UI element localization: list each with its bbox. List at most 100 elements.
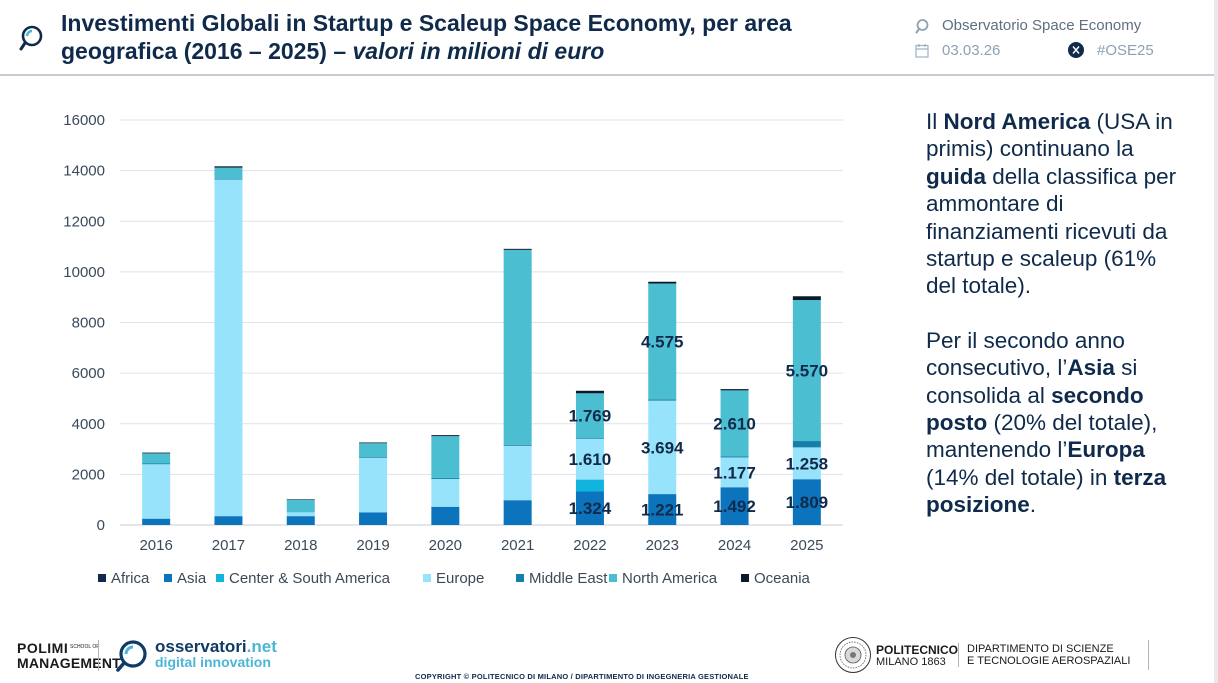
legend-label: Middle East: [529, 570, 608, 587]
legend-swatch: [98, 574, 106, 582]
title-italic: valori in milioni di euro: [352, 38, 605, 64]
commentary-paragraph-2: Per il secondo anno consecutivo, l’Asia …: [926, 327, 1181, 519]
commentary-p2-segment-2: si consolida al: [926, 355, 1138, 408]
bar-segment: [575, 438, 604, 480]
polimi-school-label: SCHOOL OF: [70, 644, 100, 650]
y-tick-label: 2000: [72, 466, 105, 483]
bar-segment: [214, 167, 243, 179]
footer-divider-3: [1148, 640, 1149, 670]
y-tick-label: 8000: [72, 315, 105, 332]
bar-segment: [431, 478, 460, 507]
data-label: 1.809: [786, 493, 829, 512]
legend-item: Middle East: [516, 570, 607, 587]
y-tick-label: 14000: [63, 163, 105, 180]
commentary-panel: Il Nord America (USA in primis) continua…: [926, 108, 1181, 519]
legend-item: Asia: [164, 570, 206, 587]
organization-name: Observatorio Space Economy: [942, 17, 1142, 34]
legend-label: Center & South America: [229, 570, 390, 587]
osservatori-logo-line1: osservatori.net: [155, 637, 277, 657]
bar-segment: [720, 487, 749, 525]
data-label: 3.694: [641, 438, 684, 457]
legend-item: Africa: [98, 570, 149, 587]
legend-item: Oceania: [741, 570, 810, 587]
x-tick-label: 2021: [501, 537, 534, 554]
bar-segment: [720, 390, 749, 457]
bar-segment: [214, 179, 243, 517]
y-tick-label: 12000: [63, 213, 105, 230]
bar-segment: [431, 477, 460, 479]
copyright-text: COPYRIGHT © POLITECNICO DI MILANO / DIPA…: [415, 672, 749, 681]
bar-segment: [648, 494, 677, 525]
x-tick-label: 2023: [646, 537, 679, 554]
x-tick-label: 2022: [573, 537, 606, 554]
footer-divider-2: [958, 643, 959, 667]
bar-segment: [503, 444, 532, 446]
date-text: 03.03.26: [942, 42, 1001, 59]
data-label: 1.221: [641, 501, 684, 520]
data-label: 2.610: [713, 414, 756, 433]
commentary-p1-segment-3: guida: [926, 163, 986, 189]
bar-segment: [142, 453, 171, 464]
bar-segment: [648, 400, 677, 495]
y-tick-label: 6000: [72, 365, 105, 382]
commentary-p1-segment-2: (USA in primis) continuano la: [926, 109, 1173, 162]
magnifier-logo-icon: [19, 25, 43, 51]
legend-item: Center & South America: [216, 570, 390, 587]
bar-segment: [214, 166, 243, 168]
bar-segment: [142, 463, 171, 465]
legend-swatch: [516, 574, 524, 582]
bar-segment: [286, 516, 315, 525]
data-label: 1.258: [786, 454, 829, 473]
politecnico-line2: MILANO 1863: [876, 656, 946, 668]
bar-segment: [503, 249, 532, 445]
page-title: Investimenti Globali in Startup e Scaleu…: [61, 9, 861, 65]
data-label: 1.769: [569, 407, 612, 426]
legend-label: Asia: [177, 570, 207, 587]
legend-item: Europe: [423, 570, 484, 587]
bar-segment: [575, 390, 604, 394]
legend-swatch: [609, 574, 617, 582]
legend-label: Africa: [111, 570, 150, 587]
commentary-p2-segment-1: Asia: [1067, 355, 1115, 381]
bar-segment: [792, 441, 821, 448]
osservatori-word: osservatori: [155, 637, 247, 656]
legend-swatch: [423, 574, 431, 582]
bar-segment: [431, 436, 460, 478]
bar-segment: [503, 445, 532, 501]
chart-legend: Africa Asia Center & South America Europe Mi…: [98, 570, 828, 590]
osservatori-suffix: .net: [246, 637, 277, 656]
y-tick-label: 0: [97, 517, 105, 534]
commentary-p2-segment-4: (20% del totale), mantenendo l’: [926, 410, 1158, 463]
legend-swatch: [164, 574, 172, 582]
bar-segment: [214, 516, 243, 525]
polimi-logo-line1: POLIMI: [17, 640, 69, 656]
osservatori-magnifier-icon: [116, 640, 147, 672]
legend-label: Oceania: [754, 570, 810, 587]
bar-segment: [792, 447, 821, 480]
y-tick-label: 4000: [72, 416, 105, 433]
bar-segment: [720, 389, 749, 391]
bar-segment: [142, 464, 171, 519]
hashtag-text: #OSE25: [1097, 42, 1154, 59]
footer-divider: [98, 640, 99, 671]
bar-segment: [142, 452, 171, 454]
y-tick-label: 16000: [63, 112, 105, 129]
commentary-p1-segment-1: Nord America: [943, 109, 1091, 134]
x-social-icon: [1068, 42, 1084, 58]
commentary-p2-segment-5: Europa: [1067, 437, 1145, 463]
x-tick-label: 2018: [284, 537, 317, 554]
legend-swatch: [216, 574, 224, 582]
commentary-p1-segment-4: della classifica per ammontare di finanz…: [926, 163, 1177, 299]
header: Investimenti Globali in Startup e Scaleu…: [0, 0, 1218, 76]
bar-segment: [648, 399, 677, 401]
bar-segment: [359, 457, 388, 458]
data-label: 1.177: [713, 463, 756, 482]
dipartimento-line1: DIPARTIMENTO DI SCIENZE: [967, 643, 1114, 655]
data-label: 4.575: [641, 332, 684, 351]
commentary-p2-segment-8: .: [1029, 492, 1037, 518]
bar-segment: [720, 457, 749, 488]
bar-segment: [286, 512, 315, 517]
bar-segment: [575, 491, 604, 525]
bar-segment: [503, 500, 532, 525]
politecnico-line1: POLITECNICO: [876, 643, 959, 657]
